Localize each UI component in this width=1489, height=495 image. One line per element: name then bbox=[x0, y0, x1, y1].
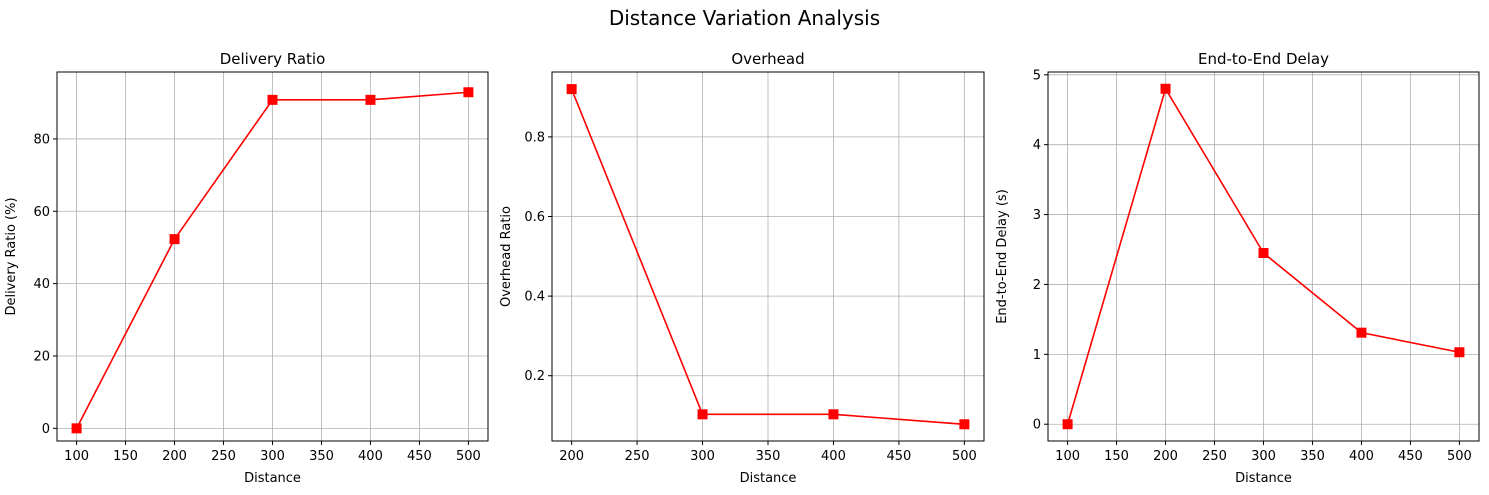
y-tick-label: 1 bbox=[1033, 348, 1041, 363]
x-tick-label: 500 bbox=[952, 449, 977, 464]
figure-title: Distance Variation Analysis bbox=[608, 6, 881, 30]
data-point-marker bbox=[267, 94, 278, 105]
x-axis-label: Distance bbox=[1235, 471, 1292, 486]
x-tick-label: 400 bbox=[1349, 449, 1374, 464]
y-tick-label: 2 bbox=[1033, 278, 1041, 293]
x-tick-label: 150 bbox=[113, 449, 138, 464]
x-tick-label: 200 bbox=[1153, 449, 1178, 464]
x-tick-label: 400 bbox=[358, 449, 383, 464]
x-tick-label: 450 bbox=[1398, 449, 1423, 464]
x-tick-label: 500 bbox=[456, 449, 481, 464]
series-line bbox=[570, 88, 965, 426]
y-tick-label: 5 bbox=[1033, 68, 1041, 83]
y-tick-label: 0 bbox=[42, 422, 50, 437]
x-tick-label: 250 bbox=[1202, 449, 1227, 464]
data-point-marker bbox=[1454, 347, 1465, 358]
y-axis-label: Delivery Ratio (%) bbox=[4, 197, 19, 315]
x-tick-label: 350 bbox=[309, 449, 334, 464]
data-point-marker bbox=[1062, 419, 1073, 430]
y-tick-label: 40 bbox=[33, 277, 50, 292]
y-tick-label: 0 bbox=[1033, 418, 1041, 433]
x-tick-label: 250 bbox=[625, 449, 650, 464]
data-point-marker bbox=[71, 423, 82, 434]
data-point-marker bbox=[1258, 248, 1269, 259]
data-point-marker bbox=[463, 87, 474, 98]
data-point-marker bbox=[697, 409, 708, 420]
data-point-marker bbox=[365, 94, 376, 105]
data-point-marker bbox=[1356, 327, 1367, 338]
x-tick-label: 200 bbox=[559, 449, 584, 464]
y-axis-label: End-to-End Delay (s) bbox=[995, 189, 1010, 324]
x-tick-label: 350 bbox=[1300, 449, 1325, 464]
x-axis-label: Distance bbox=[740, 471, 797, 486]
y-axis-label: Overhead Ratio bbox=[499, 206, 514, 307]
y-tick-label: 60 bbox=[33, 205, 50, 220]
subplot-title: Overhead bbox=[731, 50, 804, 68]
x-tick-label: 200 bbox=[162, 449, 187, 464]
subplot-title: Delivery Ratio bbox=[220, 50, 326, 68]
y-tick-label: 0.8 bbox=[524, 130, 545, 145]
subplot-title: End-to-End Delay bbox=[1198, 50, 1329, 68]
x-tick-label: 150 bbox=[1104, 449, 1129, 464]
data-point-marker bbox=[1160, 83, 1171, 94]
y-tick-label: 3 bbox=[1033, 208, 1041, 223]
x-tick-label: 450 bbox=[886, 449, 911, 464]
x-tick-label: 300 bbox=[690, 449, 715, 464]
y-tick-label: 4 bbox=[1033, 138, 1041, 153]
x-tick-label: 250 bbox=[211, 449, 236, 464]
x-tick-label: 500 bbox=[1447, 449, 1472, 464]
y-tick-label: 80 bbox=[33, 132, 50, 147]
x-axis-label: Distance bbox=[244, 471, 301, 486]
data-point-marker bbox=[169, 234, 180, 245]
x-tick-label: 400 bbox=[821, 449, 846, 464]
y-tick-label: 0.4 bbox=[524, 290, 545, 305]
x-tick-label: 100 bbox=[64, 449, 89, 464]
data-point-marker bbox=[566, 84, 577, 95]
y-tick-label: 0.2 bbox=[524, 369, 545, 384]
data-point-marker bbox=[959, 419, 970, 430]
x-tick-label: 300 bbox=[1251, 449, 1276, 464]
y-tick-label: 0.6 bbox=[524, 210, 545, 225]
x-tick-label: 100 bbox=[1055, 449, 1080, 464]
data-point-marker bbox=[828, 409, 839, 420]
x-tick-label: 350 bbox=[756, 449, 781, 464]
y-tick-label: 20 bbox=[33, 349, 50, 364]
x-tick-label: 450 bbox=[407, 449, 432, 464]
x-tick-label: 300 bbox=[260, 449, 285, 464]
